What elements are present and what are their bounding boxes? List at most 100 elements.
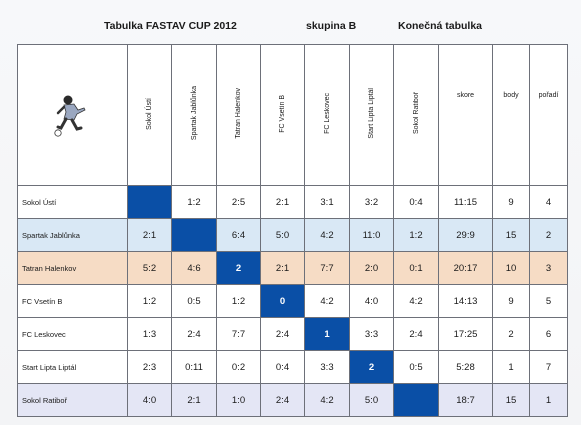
row-team-name: Sokol Ratiboř: [17, 383, 128, 417]
diagonal-cell: [393, 383, 439, 417]
body-cell: 15: [492, 383, 530, 417]
result-cell: 7:7: [304, 251, 350, 285]
row-team-name: FC Vsetín B: [17, 284, 128, 318]
poradi-cell: 1: [529, 383, 568, 417]
result-cell: 6:4: [216, 218, 261, 252]
poradi-cell: 5: [529, 284, 568, 318]
skore-cell: 11:15: [438, 185, 493, 219]
col-head-skore: skore: [438, 44, 493, 186]
result-cell: 2:5: [216, 185, 261, 219]
col-head-body: body: [492, 44, 530, 186]
result-cell: 4:0: [349, 284, 394, 318]
result-cell: 4:6: [171, 251, 217, 285]
result-cell: 0:2: [216, 350, 261, 384]
soccer-player-icon: [53, 95, 86, 137]
result-cell: 0:5: [171, 284, 217, 318]
result-cell: 3:3: [304, 350, 350, 384]
row-team-name: FC Leskovec: [17, 317, 128, 351]
result-cell: 2:4: [393, 317, 439, 351]
result-cell: 4:2: [304, 383, 350, 417]
skore-cell: 18:7: [438, 383, 493, 417]
result-cell: 1:3: [127, 317, 172, 351]
body-cell: 2: [492, 317, 530, 351]
result-cell: 4:2: [304, 284, 350, 318]
table-row: Spartak Jablůnka 2:1 6:4 5:0 4:2 11:0 1:…: [17, 218, 568, 252]
diagonal-cell: 0: [260, 284, 305, 318]
skore-cell: 29:9: [438, 218, 493, 252]
result-cell: 1:2: [393, 218, 439, 252]
col-head-4: FC Vsetín B: [260, 44, 305, 186]
poradi-cell: 7: [529, 350, 568, 384]
result-cell: 2:1: [127, 218, 172, 252]
result-cell: 3:1: [304, 185, 350, 219]
result-cell: 2:4: [260, 383, 305, 417]
table-row: Sokol Ratiboř 4:0 2:1 1:0 2:4 4:2 5:0 18…: [17, 383, 568, 417]
result-cell: 3:2: [349, 185, 394, 219]
result-cell: 4:2: [393, 284, 439, 318]
result-cell: 5:2: [127, 251, 172, 285]
result-cell: 4:0: [127, 383, 172, 417]
document-header: Tabulka FASTAV CUP 2012 skupina B Konečn…: [0, 20, 581, 36]
diagonal-cell: 2: [216, 251, 261, 285]
result-cell: 5:0: [349, 383, 394, 417]
group-label: skupina B: [306, 20, 357, 32]
body-cell: 15: [492, 218, 530, 252]
result-cell: 0:4: [260, 350, 305, 384]
table-title: Tabulka FASTAV CUP 2012: [104, 20, 237, 32]
final-table-label: Konečná tabulka: [398, 20, 483, 32]
result-cell: 0:5: [393, 350, 439, 384]
result-cell: 2:0: [349, 251, 394, 285]
result-cell: 2:1: [171, 383, 217, 417]
result-cell: 0:1: [393, 251, 439, 285]
result-cell: 2:4: [171, 317, 217, 351]
result-cell: 0:11: [171, 350, 217, 384]
diagonal-cell: [127, 185, 172, 219]
body-cell: 9: [492, 185, 530, 219]
poradi-cell: 6: [529, 317, 568, 351]
body-cell: 1: [492, 350, 530, 384]
diagonal-cell: 2: [349, 350, 394, 384]
result-cell: 2:3: [127, 350, 172, 384]
col-head-6: Start Lipta Liptál: [349, 44, 394, 186]
diagonal-cell: 1: [304, 317, 350, 351]
table-row: Start Lipta Liptál 2:3 0:11 0:2 0:4 3:3 …: [17, 350, 568, 384]
poradi-cell: 4: [529, 185, 568, 219]
result-cell: 1:2: [216, 284, 261, 318]
poradi-cell: 3: [529, 251, 568, 285]
result-cell: 3:3: [349, 317, 394, 351]
col-head-3: Tatran Halenkov: [216, 44, 261, 186]
result-cell: 2:4: [260, 317, 305, 351]
header-row: Sokol Ústí Spartak Jablůnka Tatran Halen…: [17, 44, 568, 186]
table-row: FC Vsetín B 1:2 0:5 1:2 0 4:2 4:0 4:2 14…: [17, 284, 568, 318]
result-cell: 7:7: [216, 317, 261, 351]
body-cell: 9: [492, 284, 530, 318]
skore-cell: 5:28: [438, 350, 493, 384]
result-cell: 4:2: [304, 218, 350, 252]
result-cell: 1:0: [216, 383, 261, 417]
row-team-name: Start Lipta Liptál: [17, 350, 128, 384]
table-row: Tatran Halenkov 5:2 4:6 2 2:1 7:7 2:0 0:…: [17, 251, 568, 285]
result-cell: 2:1: [260, 251, 305, 285]
diagonal-cell: [171, 218, 217, 252]
col-head-2: Spartak Jablůnka: [171, 44, 217, 186]
result-cell: 0:4: [393, 185, 439, 219]
col-head-poradi: pořadí: [529, 44, 568, 186]
skore-cell: 14:13: [438, 284, 493, 318]
col-head-5: FC Leskovec: [304, 44, 350, 186]
col-head-7: Sokol Ratiboř: [393, 44, 439, 186]
result-cell: 11:0: [349, 218, 394, 252]
skore-cell: 20:17: [438, 251, 493, 285]
row-team-name: Spartak Jablůnka: [17, 218, 128, 252]
table-row: FC Leskovec 1:3 2:4 7:7 2:4 1 3:3 2:4 17…: [17, 317, 568, 351]
result-cell: 1:2: [171, 185, 217, 219]
result-cell: 1:2: [127, 284, 172, 318]
results-table: Sokol Ústí Spartak Jablůnka Tatran Halen…: [17, 44, 568, 417]
result-cell: 2:1: [260, 185, 305, 219]
row-team-name: Tatran Halenkov: [17, 251, 128, 285]
result-cell: 5:0: [260, 218, 305, 252]
body-cell: 10: [492, 251, 530, 285]
poradi-cell: 2: [529, 218, 568, 252]
skore-cell: 17:25: [438, 317, 493, 351]
table-row: Sokol Ústí 1:2 2:5 2:1 3:1 3:2 0:4 11:15…: [17, 185, 568, 219]
corner-cell: [17, 44, 128, 186]
